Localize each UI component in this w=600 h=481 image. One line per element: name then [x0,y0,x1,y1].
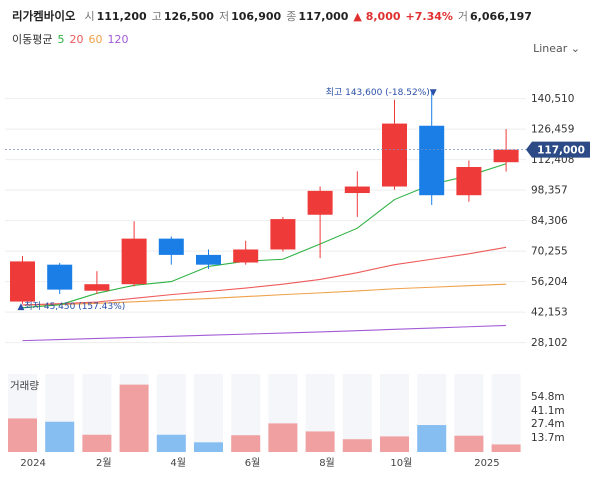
candle-body [158,238,184,255]
high-annotation: 최고 143,600 (-18.52%)▼ [326,87,437,98]
y-tick-label: 56,204 [531,276,568,288]
volume-bar [82,434,112,452]
ma-20[interactable]: 20 [69,32,84,46]
volume-bar [417,425,447,452]
candle-body [121,238,147,285]
y-tick-label: 28,102 [531,337,568,349]
change-percent: +7.34% [405,9,453,23]
ma60-line [22,283,507,306]
x-tick-label: 2025 [474,458,499,469]
volume-bar [45,421,75,452]
volume-column-bg [342,374,372,452]
y-tick-label: 140,510 [531,93,574,105]
volume-bar [8,418,37,452]
candle-body [84,284,110,291]
low-label: 저 [218,10,230,23]
candle-body [419,125,445,196]
ma-5[interactable]: 5 [57,32,65,46]
close-value: 117,000 [298,9,349,23]
volume-bar [454,435,484,452]
ma-label: 이동평균 [12,33,53,46]
volume-bar [231,435,261,452]
candle-body [270,219,296,250]
volume-bar [342,439,372,452]
y-tick-label: 98,357 [531,185,568,197]
change-value: ▲ 8,000 [353,9,401,23]
volume-label: 거 [457,10,469,23]
candle-body [456,166,482,196]
x-tick-label: 6월 [245,457,261,469]
open-label: 시 [84,10,95,23]
open-value: 111,200 [96,9,147,23]
y-tick-label: 84,306 [531,215,568,227]
ma120-line [22,324,507,342]
y-tick-label: 70,255 [531,246,568,258]
ma20-line [22,246,507,306]
stock-header: 리가켐바이오 시 111,200 고 126,500 저 106,900 종 1… [12,6,592,26]
volume-bar [380,436,409,452]
candle-body [233,249,259,263]
current-price-label: 117,000 [537,145,585,157]
candle-body [493,149,519,163]
candle-body [382,123,407,187]
volume-tick-label: 54.8m [531,391,565,403]
moving-average-legend: 이동평균 5 20 60 120 [12,30,133,48]
candle-body [47,264,73,290]
high-value: 126,500 [163,9,214,23]
current-price-tag [526,141,590,158]
ma-60[interactable]: 60 [88,32,103,46]
volume-bar [491,444,521,452]
volume-bar [305,431,335,452]
x-tick-label: 10월 [390,457,412,469]
scale-toggle-button[interactable]: Linear ⌄ [533,42,580,55]
volume-value: 6,066,197 [470,9,532,23]
volume-bar [268,423,298,452]
chevron-down-icon: ⌄ [570,42,580,55]
volume-bar [156,434,186,452]
x-tick-label: 2024 [20,458,45,469]
volume-tick-label: 27.4m [531,418,565,430]
y-tick-label: 126,459 [531,124,574,136]
volume-bar [194,442,223,452]
stock-name: 리가켐바이오 [12,9,76,23]
candle-body [344,186,370,194]
candle-body [10,261,35,302]
volume-tick-label: 41.1m [531,405,565,417]
close-label: 종 [286,10,297,23]
high-label: 고 [151,10,162,23]
low-annotation: ▲최저 45,450 (157.43%) [18,301,126,312]
x-tick-label: 2월 [96,457,112,469]
volume-tick-label: 13.7m [531,432,565,444]
volume-bar [119,384,149,452]
low-value: 106,900 [231,9,282,23]
scale-label: Linear [533,42,568,55]
volume-column-bg [194,374,223,452]
candle-body [196,254,221,265]
candle-body [307,190,333,215]
ma-120[interactable]: 120 [107,32,129,46]
volume-panel-label: 거래량 [10,380,39,392]
volume-column-bg [491,374,521,452]
x-tick-label: 8월 [319,457,335,469]
x-tick-label: 4월 [170,457,186,469]
y-tick-label: 42,153 [531,307,568,319]
